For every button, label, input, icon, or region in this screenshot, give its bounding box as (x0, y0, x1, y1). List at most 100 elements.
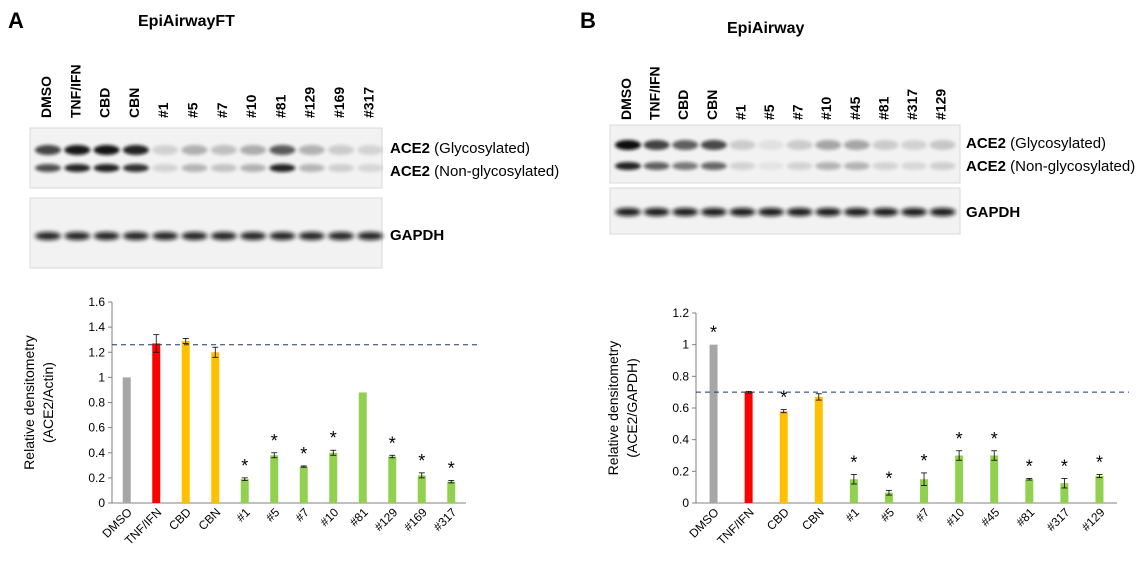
blot-band (240, 164, 267, 172)
blot-band (122, 232, 149, 240)
lane-label: #1 (155, 102, 171, 118)
category-label: #81 (1013, 505, 1037, 529)
lane-label: #129 (933, 89, 949, 120)
blot-band (93, 145, 120, 155)
blot-band (643, 162, 670, 170)
blot-band (269, 145, 296, 155)
category-label: CBN (799, 505, 827, 533)
blot-band (729, 162, 756, 170)
bar (709, 344, 718, 503)
blot-band (758, 208, 784, 216)
blot-band (152, 145, 179, 155)
y-tick-label: 1.2 (672, 306, 689, 320)
blot-band (643, 140, 670, 150)
blot-band (615, 208, 641, 216)
bar (744, 392, 753, 503)
blot-band (786, 208, 813, 216)
blot-band (786, 162, 813, 170)
blot-band (122, 145, 149, 155)
y-tick-label: 0.4 (88, 446, 105, 460)
blot-band (758, 162, 784, 170)
panel-letter-b: B (580, 8, 596, 33)
bar (152, 343, 161, 503)
significance-star: * (1096, 453, 1103, 473)
band-label-b-nonglyco: ACE2 (Non-glycosylated) (966, 158, 1135, 175)
blot-band (843, 208, 870, 216)
category-label: TNF/IFN (714, 505, 756, 547)
category-label: CBD (166, 505, 194, 533)
category-label: #10 (317, 505, 341, 529)
y-tick-label: 0.6 (88, 421, 105, 435)
lane-label: #10 (243, 94, 259, 118)
lane-label: CBN (704, 90, 720, 120)
bar (814, 396, 823, 503)
category-label: #129 (1079, 505, 1108, 534)
blot-band (615, 140, 641, 150)
lane-label: #317 (360, 87, 376, 118)
blot-band (240, 145, 267, 155)
lane-label: #169 (331, 87, 347, 118)
y-tick-label: 1.4 (88, 320, 105, 334)
blot-band (93, 164, 120, 172)
y-tick-label: 0.4 (672, 433, 689, 447)
bar (388, 456, 397, 503)
blot-band (700, 140, 727, 150)
significance-star: * (780, 388, 787, 408)
bar (240, 479, 249, 503)
category-label: #1 (843, 505, 863, 525)
blot-band (929, 162, 956, 170)
blot-band (786, 140, 813, 150)
category-label: #1 (234, 505, 254, 525)
significance-star: * (1026, 456, 1033, 476)
blot-band (181, 164, 208, 172)
bar (1060, 483, 1069, 503)
significance-star: * (330, 428, 337, 448)
western-blot-b-ace2 (609, 124, 961, 184)
blot-band (328, 145, 354, 155)
bar-chart-b: 0 0.2 0.4 0.6 0.8 1 1.2 Relative densitometry (A… (605, 306, 1129, 548)
blot-band (64, 164, 91, 172)
blot-band (729, 140, 756, 150)
bar (299, 466, 308, 503)
blot-band (815, 208, 842, 216)
blot-band (901, 162, 927, 170)
category-label: #129 (372, 505, 401, 534)
blot-band (872, 208, 899, 216)
y-tick-label: 0.2 (88, 471, 105, 485)
blot-band (181, 145, 208, 155)
band-label-a-glyco: ACE2 (Glycosylated) (390, 140, 530, 157)
panel-letter-a: A (8, 8, 24, 33)
blot-band (357, 145, 384, 155)
significance-star: * (241, 456, 248, 476)
lane-label: TNF/IFN (647, 66, 663, 120)
lane-label: CBD (675, 90, 691, 120)
lane-label: DMSO (618, 78, 634, 120)
blot-band (357, 164, 384, 172)
y-axis-label: (ACE2/GAPDH) (624, 358, 640, 458)
lane-labels-a: DMSO TNF/IFN CBD CBN #1 #5 #7 #10 #81 #129 #169 #31… (38, 64, 376, 118)
bar (955, 455, 964, 503)
blot-band (872, 140, 899, 150)
bar (270, 455, 279, 503)
significance-star: * (300, 444, 307, 464)
blot-band (815, 162, 842, 170)
category-label: CBD (764, 505, 792, 533)
lane-label: #5 (185, 102, 201, 118)
category-label: #5 (878, 505, 898, 525)
lane-label: #1 (732, 104, 748, 120)
blot-band (672, 162, 699, 170)
bar (329, 452, 338, 503)
lane-label: #5 (761, 104, 777, 120)
panel-title-b: EpiAirway (727, 20, 804, 37)
blot-band (929, 208, 956, 216)
significance-star: * (448, 458, 455, 478)
blot-band (35, 232, 61, 240)
blot-band (901, 140, 927, 150)
y-tick-label: 0.8 (88, 396, 105, 410)
blot-band (35, 145, 61, 155)
significance-star: * (850, 453, 857, 473)
category-label: #317 (431, 505, 460, 534)
blot-band (843, 140, 870, 150)
category-label: #81 (347, 505, 371, 529)
